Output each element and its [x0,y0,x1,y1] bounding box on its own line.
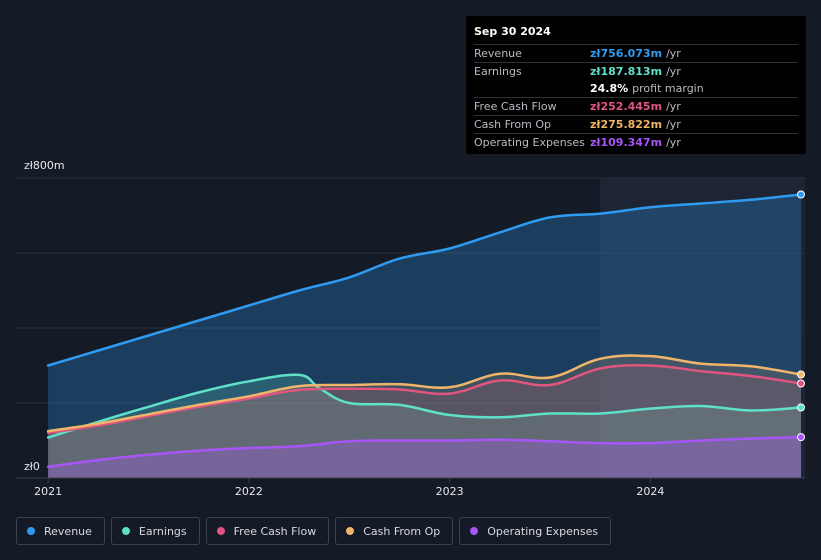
legend-item-cash-from-op[interactable]: Cash From Op [335,517,454,545]
y-tick-label-max: zł800m [24,159,65,172]
tooltip: Sep 30 2024 Revenue zł756.073m /yr Earni… [466,16,806,154]
tooltip-row-earnings: Earnings zł187.813m /yr [474,62,798,80]
tooltip-row-revenue: Revenue zł756.073m /yr [474,44,798,62]
tooltip-value: zł109.347m [590,136,663,149]
legend-item-operating-expenses[interactable]: Operating Expenses [459,517,612,545]
endpoint-revenue [796,190,805,199]
legend-item-free-cash-flow[interactable]: Free Cash Flow [205,517,330,545]
line-revenue [46,193,803,367]
tooltip-unit: /yr [666,65,681,78]
legend-item-earnings[interactable]: Earnings [110,517,200,545]
tooltip-value: zł756.073m [590,47,663,60]
legend-label: Earnings [138,524,187,538]
legend: Revenue Earnings Free Cash Flow Cash Fro… [16,517,612,547]
series-lines [46,193,803,469]
tooltip-label [474,80,590,97]
legend-dot-icon [470,527,479,535]
tooltip-unit: profit margin [632,82,704,95]
tooltip-unit: /yr [666,47,681,60]
tooltip-row-operating-expenses: Operating Expenses zł109.347m /yr [474,133,798,151]
line-earnings [46,373,803,439]
legend-item-revenue[interactable]: Revenue [16,517,105,545]
legend-label: Free Cash Flow [233,524,317,538]
legend-dot-icon [27,527,35,535]
tooltip-label: Earnings [474,65,522,78]
line-operating-expenses [46,435,803,469]
x-axis-ticks: 2021 2022 2023 2024 [34,478,664,498]
endpoint-earnings [796,403,805,412]
legend-dot-icon [121,527,130,535]
x-tick-label: 2021 [34,485,62,498]
tooltip-label: Operating Expenses [474,136,585,149]
legend-label: Revenue [44,524,92,538]
tooltip-date: Sep 30 2024 [474,25,551,38]
area-revenue [48,194,802,478]
x-tick-label: 2023 [436,485,464,498]
x-tick-label: 2024 [636,485,664,498]
tooltip-label: Revenue [474,47,522,60]
legend-label: Cash From Op [363,524,441,538]
tooltip-value: zł252.445m [590,100,663,113]
x-tick-label: 2022 [235,485,263,498]
tooltip-row-profit-margin: 24.8% profit margin [474,80,798,97]
legend-dot-icon [346,527,355,535]
endpoint-cash-from-op [796,370,805,379]
tooltip-row-cash-from-op: Cash From Op zł275.822m /yr [474,115,798,133]
series-areas [48,194,802,478]
tooltip-row-free-cash-flow: Free Cash Flow zł252.445m /yr [474,97,798,115]
tooltip-label: Cash From Op [474,118,552,131]
y-tick-label-zero: zł0 [24,460,40,473]
tooltip-label: Free Cash Flow [474,100,557,113]
legend-dot-icon [216,527,225,535]
tooltip-unit: /yr [666,118,681,131]
tooltip-unit: /yr [666,136,681,149]
tooltip-value: 24.8% [590,82,629,95]
tooltip-unit: /yr [666,100,681,113]
line-free-cash-flow [46,364,803,435]
tooltip-value: zł187.813m [590,65,663,78]
tooltip-value: zł275.822m [590,118,663,131]
series-endpoints [796,190,805,442]
legend-label: Operating Expenses [487,524,599,538]
endpoint-operating-expenses [796,433,805,442]
area-operating-expenses [48,437,802,478]
endpoint-free-cash-flow [796,379,805,388]
line-cash-from-op [46,354,803,433]
